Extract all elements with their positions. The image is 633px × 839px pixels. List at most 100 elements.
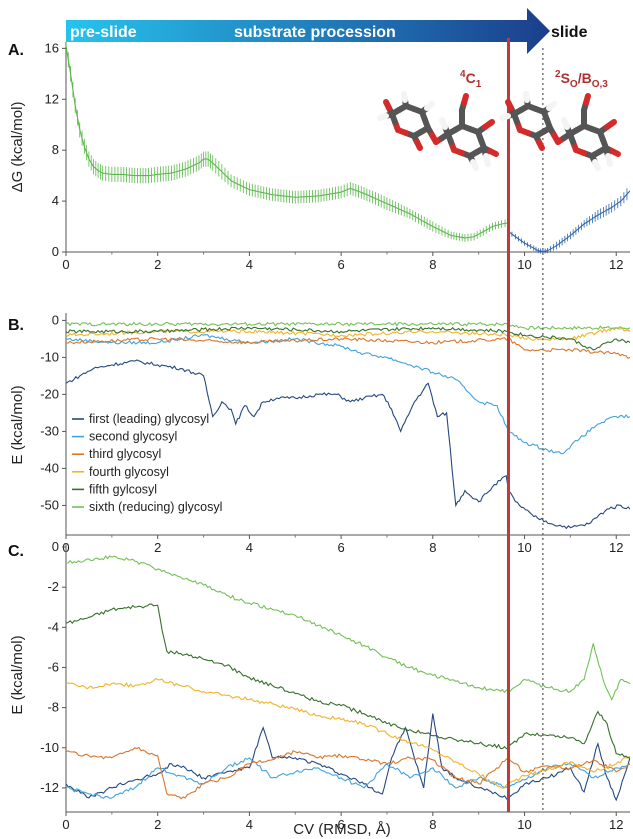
y-tick-label: -30 — [40, 423, 59, 438]
molecule-4c1-image — [377, 91, 499, 171]
y-tick-label: 16 — [45, 40, 59, 55]
molecule-bond — [461, 93, 469, 106]
y-tick-label: 0 — [52, 244, 59, 259]
x-tick-label: 0 — [62, 817, 69, 832]
panel-c-axes: 0 -2 -4 -6 -8 -10 -12 0 2 4 6 8 10 12 — [40, 539, 630, 832]
series-line-third — [66, 746, 630, 800]
panel-b-data — [66, 321, 630, 530]
series-line-third — [66, 336, 630, 359]
molecule-bond — [377, 113, 389, 121]
series-line-blue — [508, 190, 630, 252]
panel-c-xlabel: CV (RMSD, Å) — [293, 821, 391, 838]
x-tick-label: 0 — [62, 257, 69, 272]
x-tick-label: 6 — [338, 540, 345, 555]
molecule-bond — [605, 153, 613, 167]
x-tick-label: 12 — [609, 540, 623, 555]
panel-label-c: C. — [8, 543, 24, 560]
panel-label-a: A. — [8, 42, 24, 59]
molecule-2so-image — [499, 91, 621, 171]
x-tick-label: 8 — [429, 817, 436, 832]
molecule-bond — [483, 153, 491, 167]
y-tick-label: -40 — [40, 460, 59, 475]
panel-a-data — [66, 40, 630, 254]
y-tick-label: -8 — [47, 700, 59, 715]
molecule-bond — [487, 148, 499, 157]
y-tick-label: -10 — [40, 349, 59, 364]
x-tick-label: 10 — [517, 817, 531, 832]
y-tick-label: -12 — [40, 780, 59, 795]
y-tick-label: -4 — [47, 619, 59, 634]
series-line-fourth — [66, 327, 630, 341]
y-tick-label: 4 — [52, 193, 59, 208]
y-tick-label: 0 — [52, 539, 59, 554]
legend-entry: fourth glycosyl — [89, 465, 169, 479]
banner-slide: slide — [551, 24, 588, 41]
molecule-bond — [546, 101, 557, 111]
panel-c-ylabel: E (kcal/mol) — [9, 635, 26, 714]
panel-a-ylabel: ΔG (kcal/mol) — [9, 102, 26, 193]
series-line-green — [66, 45, 509, 239]
molecule-bond — [604, 119, 617, 130]
y-tick-label: -10 — [40, 740, 59, 755]
molecule-bond — [536, 139, 545, 151]
x-tick-label: 6 — [338, 817, 345, 832]
x-tick-label: 2 — [154, 257, 161, 272]
y-tick-label: -50 — [40, 497, 59, 512]
y-tick-label: 8 — [52, 142, 59, 157]
molecule-bond — [583, 93, 591, 106]
panel-a-axes: 0 4 8 12 16 0 2 4 6 8 10 12 — [45, 40, 630, 272]
x-tick-label: 2 — [154, 540, 161, 555]
x-tick-label: 4 — [246, 540, 253, 555]
series-line-second — [66, 333, 630, 455]
x-tick-label: 8 — [429, 257, 436, 272]
banner-pre-slide: pre-slide — [70, 24, 137, 41]
banner-arrow: pre-slide substrate procession slide — [66, 8, 588, 54]
panel-b-legend: first (leading) glycosyl second glycosyl t… — [72, 412, 222, 514]
molecule-bond — [561, 117, 570, 130]
legend-entry: fifth gylcosyl — [89, 482, 157, 496]
marker-lines — [506, 38, 544, 812]
panel-b-ylabel: E (kcal/mol) — [9, 385, 26, 464]
y-tick-label: -6 — [47, 659, 59, 674]
molecule-bond — [424, 101, 435, 111]
panel-b-chart: 0 -10 -20 -30 -40 -50 0 2 4 6 8 10 12 E (kcal/mol) f… — [9, 312, 630, 555]
series-line-sixth — [66, 555, 630, 701]
series-line-fifth — [66, 603, 630, 759]
molecule-bond — [482, 119, 495, 130]
series-line-fourth — [66, 677, 630, 789]
molecule-bond — [401, 91, 408, 103]
x-tick-label: 6 — [338, 257, 345, 272]
label-2so-bo3: 2SO/BO,3 — [555, 69, 608, 90]
y-tick-label: -20 — [40, 386, 59, 401]
molecule-bond — [505, 99, 514, 111]
y-tick-label: 0 — [52, 312, 59, 327]
legend-entry: first (leading) glycosyl — [89, 412, 209, 426]
panel-label-b: B. — [8, 317, 24, 334]
molecule-bond — [523, 91, 530, 103]
banner-substrate-procession: substrate procession — [234, 24, 396, 41]
molecule-bond — [414, 139, 423, 151]
x-tick-label: 10 — [517, 540, 531, 555]
x-tick-label: 12 — [609, 817, 623, 832]
panel-a-chart: 0 4 8 12 16 0 2 4 6 8 10 12 ΔG (kcal/mol) — [9, 40, 630, 272]
banner-arrow-shape — [66, 8, 550, 54]
series-line-first — [66, 713, 630, 802]
y-tick-label: -2 — [47, 579, 59, 594]
legend-entry: third glycosyl — [89, 447, 161, 461]
label-4c1: 4C1 — [460, 69, 482, 90]
x-tick-label: 10 — [517, 257, 531, 272]
x-tick-label: 8 — [429, 540, 436, 555]
molecule-bond — [470, 159, 479, 171]
molecule-bond — [592, 159, 601, 171]
y-tick-label: 12 — [45, 91, 59, 106]
molecule-bond — [499, 113, 511, 121]
panel-c-chart: 0 -2 -4 -6 -8 -10 -12 0 2 4 6 8 10 12 E (kcal/mol) CV… — [9, 539, 630, 838]
series-line-fifth — [66, 326, 630, 351]
x-tick-label: 4 — [246, 257, 253, 272]
legend-entry: second glycosyl — [89, 430, 177, 444]
molecule-bond — [439, 117, 448, 130]
molecule-bond — [609, 148, 621, 157]
legend-entry: sixth (reducing) glycosyl — [89, 500, 222, 514]
series-line-sixth — [66, 321, 630, 331]
